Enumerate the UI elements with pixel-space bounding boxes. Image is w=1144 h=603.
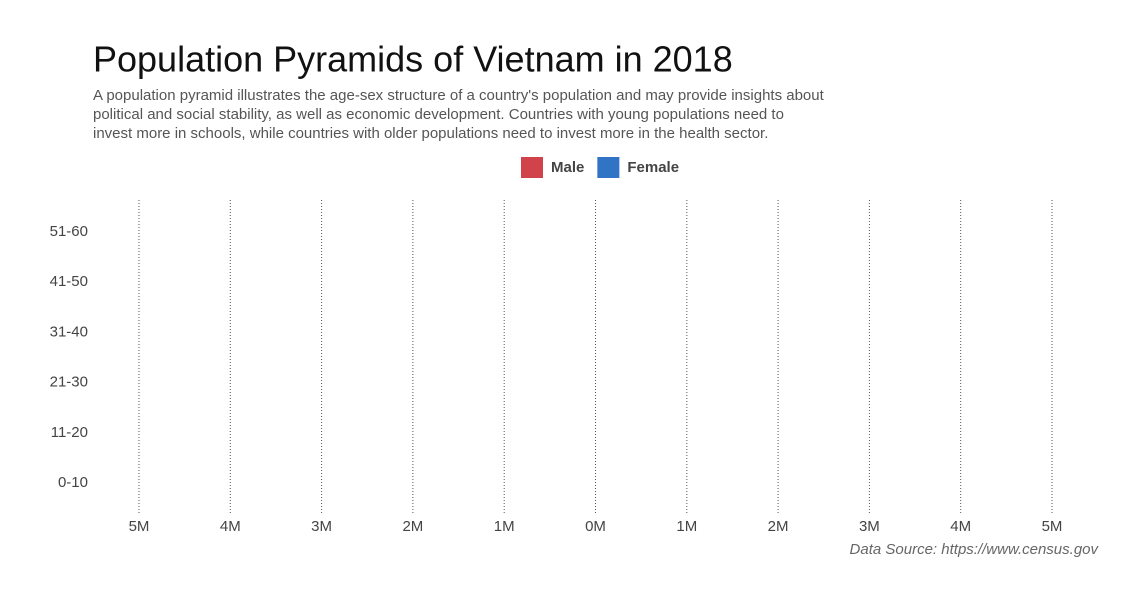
x-tick-label: 4M (220, 518, 241, 535)
x-tick-label: 5M (129, 518, 150, 535)
x-tick-label: 5M (1042, 518, 1063, 535)
x-tick-label: 0M (585, 518, 606, 535)
x-tick-label: 3M (859, 518, 880, 535)
x-tick-label: 2M (402, 518, 423, 535)
x-tick-label: 4M (950, 518, 971, 535)
y-tick-label: 51-60 (50, 223, 88, 240)
subtitle: political and social stability, as well … (93, 106, 784, 123)
legend-swatch (521, 157, 543, 178)
subtitle: A population pyramid illustrates the age… (93, 87, 825, 104)
y-tick-label: 11-20 (51, 424, 88, 441)
legend-label: Male (551, 159, 584, 176)
x-tick-label: 1M (494, 518, 515, 535)
y-tick-label: 0-10 (58, 474, 88, 491)
x-tick-label: 2M (768, 518, 789, 535)
y-tick-label: 31-40 (50, 323, 88, 340)
y-tick-label: 41-50 (50, 273, 88, 290)
legend-label: Female (627, 159, 679, 176)
x-tick-label: 3M (311, 518, 332, 535)
legend-swatch (597, 157, 620, 178)
y-tick-label: 21-30 (50, 374, 88, 391)
x-tick-label: 1M (676, 518, 697, 535)
caption: Data Source: https://www.census.gov (850, 541, 1100, 558)
chart-title: Population Pyramids of Vietnam in 2018 (93, 39, 733, 80)
subtitle: invest more in schools, while countries … (93, 125, 768, 142)
